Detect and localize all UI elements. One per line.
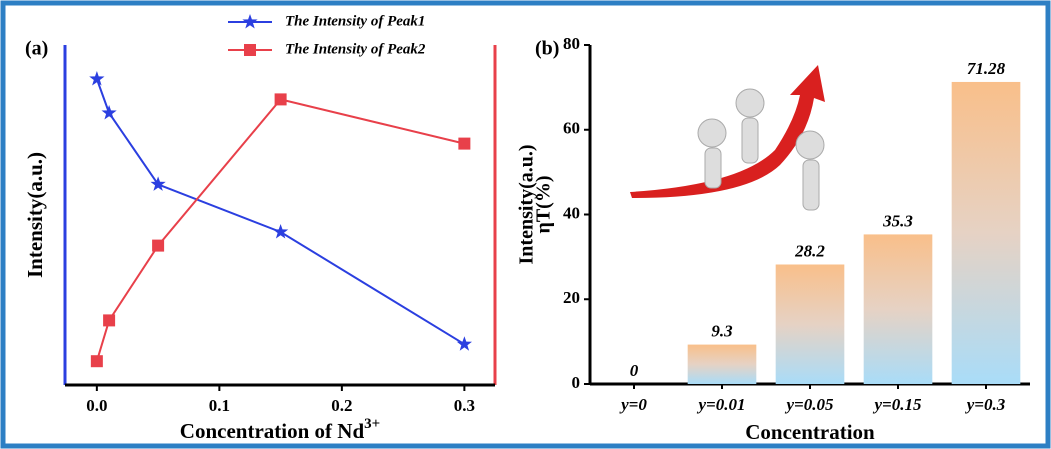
- value-label: 0: [630, 361, 639, 380]
- x-label: Concentration: [745, 420, 875, 444]
- legend-label: The Intensity of Peak2: [285, 41, 426, 57]
- bar: [863, 234, 933, 384]
- y-label: ηT(%): [533, 175, 555, 233]
- x-label: Concentration of Nd3+: [180, 416, 380, 442]
- marker: [152, 239, 165, 252]
- value-label: 71.28: [967, 59, 1006, 78]
- x-tick-label: y=0.05: [785, 395, 834, 414]
- y-label-overlay: Intensity(a.u.): [516, 144, 538, 264]
- x-tick-label: y=0.15: [873, 395, 922, 414]
- x-tick-label: 0.2: [331, 396, 352, 415]
- y-tick-label: 40: [563, 203, 580, 222]
- x-tick-label: y=0.3: [965, 395, 1006, 414]
- y-tick-label: 80: [563, 34, 580, 53]
- y-label: Intensity(a.u.): [23, 152, 47, 278]
- marker: [90, 355, 103, 368]
- legend-marker: [242, 14, 258, 29]
- marker: [456, 336, 472, 351]
- illustration: [630, 65, 825, 211]
- x-tick-label: 0.3: [454, 396, 475, 415]
- marker: [458, 137, 471, 150]
- y-tick-label: 0: [572, 373, 581, 392]
- marker: [273, 224, 289, 239]
- legend-label: The Intensity of Peak1: [285, 13, 425, 29]
- value-label: 35.3: [882, 211, 913, 230]
- x-tick-label: 0.0: [86, 396, 107, 415]
- x-tick-label: y=0: [619, 395, 647, 414]
- y-tick-label: 20: [563, 288, 580, 307]
- value-label: 9.3: [711, 321, 733, 340]
- x-label-text: Concentration of Nd: [180, 419, 365, 443]
- marker: [101, 105, 117, 120]
- x-label-superscript: 3+: [364, 416, 380, 432]
- bar: [687, 344, 757, 384]
- bar: [951, 81, 1021, 385]
- legend-marker: [244, 44, 256, 56]
- panel-label: (a): [25, 38, 48, 60]
- marker: [103, 314, 116, 327]
- y-tick-label: 60: [563, 119, 580, 138]
- marker: [89, 71, 105, 86]
- value-label: 28.2: [794, 241, 825, 260]
- bar: [775, 264, 845, 384]
- panel-label: (b): [535, 38, 559, 60]
- marker: [274, 93, 287, 106]
- marker: [150, 176, 166, 191]
- x-tick-label: y=0.01: [697, 395, 746, 414]
- x-tick-label: 0.1: [209, 396, 230, 415]
